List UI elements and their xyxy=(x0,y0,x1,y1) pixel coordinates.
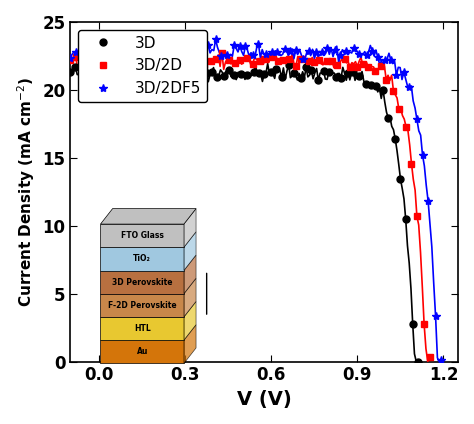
3D/2D xyxy=(178,59,183,64)
3D xyxy=(179,68,185,73)
Polygon shape xyxy=(184,232,196,271)
Text: 3D Perovskite: 3D Perovskite xyxy=(112,278,173,287)
Text: F-2D Perovskite: F-2D Perovskite xyxy=(108,301,176,310)
3D/2DF5 xyxy=(213,37,219,42)
Polygon shape xyxy=(100,271,184,294)
3D/2DF5 xyxy=(187,50,192,55)
3D xyxy=(67,69,73,74)
Line: 3D: 3D xyxy=(67,61,421,365)
Polygon shape xyxy=(184,278,196,317)
Polygon shape xyxy=(100,247,184,271)
3D xyxy=(167,73,173,78)
Polygon shape xyxy=(100,224,184,247)
3D/2D xyxy=(427,354,432,359)
3D/2DF5 xyxy=(192,46,198,51)
Polygon shape xyxy=(184,301,196,340)
Polygon shape xyxy=(100,340,184,363)
3D/2D xyxy=(103,50,109,55)
Polygon shape xyxy=(100,209,196,224)
3D/2DF5 xyxy=(131,43,137,48)
Polygon shape xyxy=(184,255,196,294)
Text: FTO Glass: FTO Glass xyxy=(121,231,164,240)
3D/2D xyxy=(299,56,304,61)
3D xyxy=(415,359,421,364)
Polygon shape xyxy=(184,325,196,363)
3D/2DF5 xyxy=(173,53,179,59)
3D/2D xyxy=(67,57,73,62)
3D/2D xyxy=(196,65,201,70)
Legend: 3D, 3D/2D, 3D/2DF5: 3D, 3D/2D, 3D/2DF5 xyxy=(78,30,207,102)
Polygon shape xyxy=(100,294,184,317)
3D/2DF5 xyxy=(67,56,73,61)
Text: Au: Au xyxy=(137,347,148,356)
3D/2D xyxy=(188,65,194,70)
Text: HTL: HTL xyxy=(134,324,151,333)
Line: 3D/2DF5: 3D/2DF5 xyxy=(66,35,445,364)
3D/2DF5 xyxy=(438,357,444,363)
Polygon shape xyxy=(184,209,196,247)
3D xyxy=(286,62,292,67)
Y-axis label: Current Density (mA cm$^{-2}$): Current Density (mA cm$^{-2}$) xyxy=(15,77,36,307)
3D/2DF5 xyxy=(306,48,312,53)
3D/2D xyxy=(165,65,171,70)
Text: TiO₂: TiO₂ xyxy=(133,254,151,263)
Line: 3D/2D: 3D/2D xyxy=(67,48,433,360)
3D/2D xyxy=(134,58,140,63)
X-axis label: V (V): V (V) xyxy=(237,390,292,409)
Polygon shape xyxy=(100,317,184,340)
3D xyxy=(184,67,190,72)
3D xyxy=(156,73,162,78)
3D xyxy=(127,68,133,73)
3D/2DF5 xyxy=(163,45,168,50)
3D xyxy=(291,71,297,76)
